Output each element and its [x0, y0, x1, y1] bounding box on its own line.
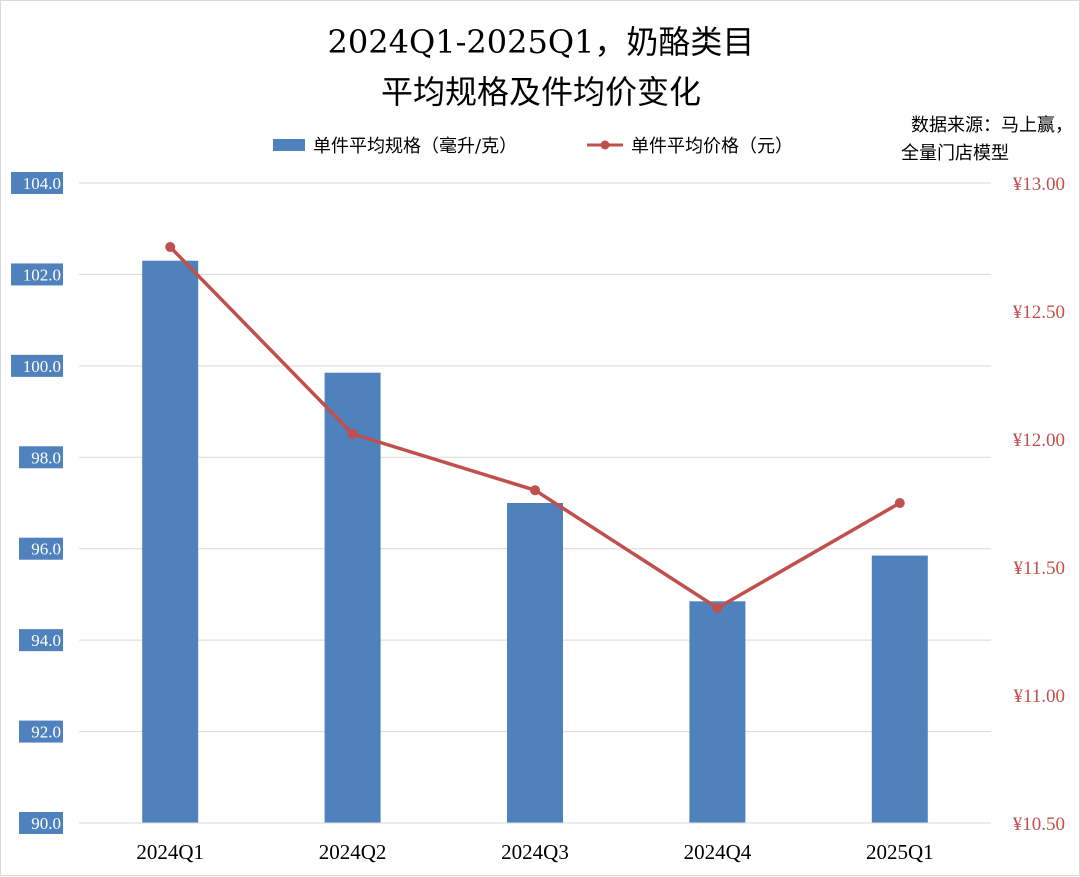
y-left-tick-label-bg — [19, 720, 63, 743]
y-left-tick-label: 104.0 — [23, 174, 61, 193]
bar-2024Q1 — [142, 260, 199, 823]
line-series — [165, 242, 905, 613]
y-left-tick-label-bg — [19, 812, 63, 834]
bar-2024Q2 — [324, 372, 381, 823]
y-right-tick-label: ¥11.00 — [1013, 686, 1065, 707]
bar-2024Q3 — [507, 503, 563, 823]
y-left-tick-label: 100.0 — [23, 357, 61, 376]
y-left-tick-label: 98.0 — [31, 448, 61, 467]
y-left-tick-label: 96.0 — [31, 540, 61, 559]
price-point-2024Q2 — [347, 428, 358, 439]
y-axis-left: 90.0 92.0 94.0 96.0 98.0 100.0 102.0 104.0 — [11, 172, 63, 834]
legend: 单件平均规格（毫升/克） 单件平均价格（元） — [273, 136, 793, 157]
y-left-tick-label: 90.0 — [31, 814, 61, 833]
chart-title-line-1: 2024Q1-2025Q1，奶酪类目 — [328, 23, 755, 61]
legend-bar-swatch — [273, 139, 305, 151]
price-point-2024Q3 — [530, 485, 540, 496]
x-tick-label: 2025Q1 — [866, 840, 934, 864]
y-right-tick-label: ¥13.00 — [1013, 174, 1065, 195]
legend-line-marker — [600, 140, 610, 150]
bar-2025Q1 — [871, 555, 928, 823]
source-note-line-2: 全量门店模型 — [901, 143, 1009, 164]
y-left-tick-label-bg — [11, 263, 63, 286]
y-left-tick-label-bg — [11, 354, 63, 377]
x-tick-label: 2024Q4 — [684, 840, 752, 864]
y-left-tick-label-bg — [11, 172, 63, 194]
chart-title-line-2: 平均规格及件均价变化 — [381, 73, 701, 111]
bar-2024Q4 — [689, 601, 746, 823]
y-left-tick-label-bg — [19, 629, 63, 652]
y-left-tick-label: 92.0 — [31, 723, 61, 742]
y-right-tick-label: ¥10.50 — [1013, 814, 1065, 835]
y-right-tick-label: ¥12.00 — [1013, 430, 1065, 451]
legend-line-label: 单件平均价格（元） — [631, 136, 793, 157]
y-left-tick-label: 94.0 — [31, 631, 61, 650]
bar-series — [142, 260, 928, 823]
source-note-line-1: 数据来源：马上赢， — [911, 114, 1073, 136]
price-point-2025Q1 — [894, 498, 905, 508]
y-left-tick-label-bg — [19, 446, 63, 469]
y-left-tick-label-bg — [19, 537, 63, 560]
x-axis: 2024Q1 2024Q2 2024Q3 2024Q4 2025Q1 — [79, 822, 991, 864]
legend-bar-label: 单件平均规格（毫升/克） — [313, 136, 517, 157]
price-point-2024Q4 — [712, 602, 723, 613]
y-right-tick-label: ¥12.50 — [1013, 302, 1065, 323]
y-right-tick-label: ¥11.50 — [1013, 558, 1065, 579]
y-left-tick-label: 102.0 — [23, 265, 61, 284]
x-tick-label: 2024Q2 — [319, 840, 387, 864]
y-axis-right: ¥10.50 ¥11.00 ¥11.50 ¥12.00 ¥12.50 ¥13.00 — [1013, 174, 1065, 835]
price-point-2024Q1 — [165, 242, 176, 252]
x-tick-label: 2024Q1 — [136, 840, 204, 864]
x-tick-label: 2024Q3 — [501, 840, 569, 864]
